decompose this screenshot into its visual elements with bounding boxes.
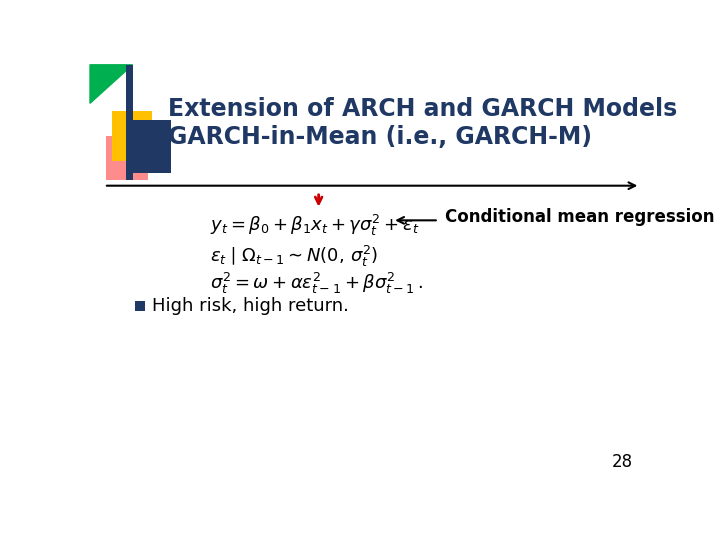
Text: $\sigma_t^2 = \omega + \alpha\varepsilon_{t-1}^2 + \beta\sigma_{t-1}^2\,.$: $\sigma_t^2 = \omega + \alpha\varepsilon… xyxy=(210,271,423,296)
FancyBboxPatch shape xyxy=(106,136,148,180)
FancyBboxPatch shape xyxy=(135,301,145,311)
Polygon shape xyxy=(90,65,132,103)
Text: High risk, high return.: High risk, high return. xyxy=(152,297,349,315)
Text: 28: 28 xyxy=(611,454,632,471)
Text: GARCH-in-Mean (i.e., GARCH-M): GARCH-in-Mean (i.e., GARCH-M) xyxy=(168,125,592,149)
FancyBboxPatch shape xyxy=(130,120,171,173)
Text: Extension of ARCH and GARCH Models: Extension of ARCH and GARCH Models xyxy=(168,97,677,121)
Text: $\varepsilon_t \mid \Omega_{t-1} \sim N(0,\, \sigma_t^2)$: $\varepsilon_t \mid \Omega_{t-1} \sim N(… xyxy=(210,244,379,268)
Text: Conditional mean regression: Conditional mean regression xyxy=(445,208,714,226)
Text: $y_t = \beta_0 + \beta_1 x_t + \gamma\sigma_t^2 + \varepsilon_t$: $y_t = \beta_0 + \beta_1 x_t + \gamma\si… xyxy=(210,213,420,238)
FancyBboxPatch shape xyxy=(126,65,132,180)
FancyBboxPatch shape xyxy=(112,111,152,161)
